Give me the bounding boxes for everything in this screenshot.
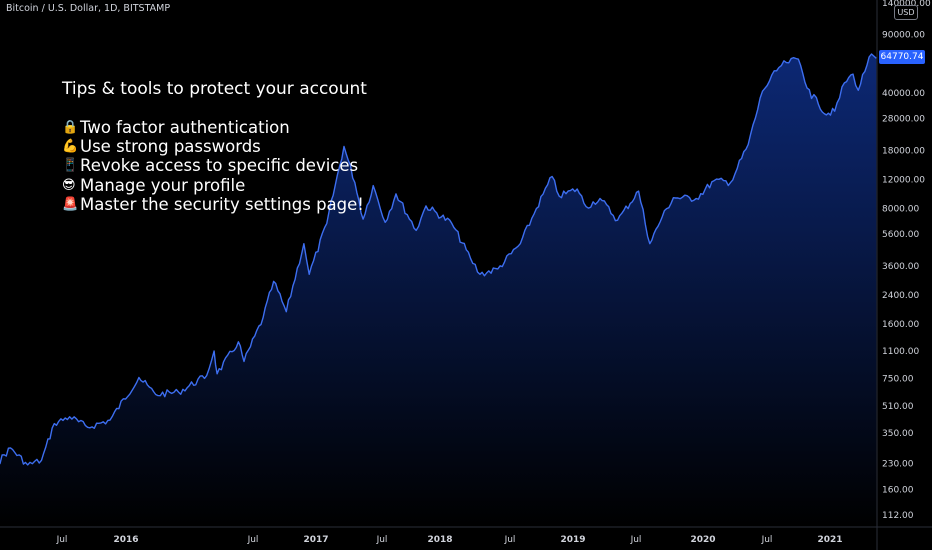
price-tick-label: 90000.00: [882, 31, 925, 41]
time-tick-label: 2017: [303, 535, 328, 545]
price-tick-label: 1100.00: [882, 347, 919, 357]
price-tick-label: 12000.00: [882, 175, 925, 185]
currency-button[interactable]: USD: [894, 5, 918, 20]
price-line: [0, 53, 877, 466]
price-area-fill: [0, 54, 877, 527]
security-tips-overlay: Tips & tools to protect your account 🔒 T…: [62, 78, 367, 214]
price-tick-label: 510.00: [882, 402, 914, 412]
price-tick-label: 2400.00: [882, 291, 919, 301]
time-tick-label: Jul: [630, 535, 642, 545]
time-tick-label: Jul: [56, 535, 68, 545]
tip-text: Use strong passwords: [80, 137, 261, 157]
tip-revoke-devices: 📱 Revoke access to specific devices: [62, 156, 367, 175]
symbol-title[interactable]: Bitcoin / U.S. Dollar, 1D, BITSTAMP: [6, 3, 171, 14]
price-tick-label: 140000.00: [882, 0, 931, 9]
price-tick-label: 5600.00: [882, 230, 919, 240]
time-tick-label: Jul: [247, 535, 259, 545]
tip-text: Two factor authentication: [80, 118, 290, 137]
price-tick-label: 18000.00: [882, 146, 925, 156]
price-axis[interactable]: 140000.00 90000.00 40000.00 28000.00 18000.0…: [882, 0, 931, 521]
time-tick-label: 2021: [817, 535, 842, 545]
tip-manage-profile: 😎 Manage your profile: [62, 176, 367, 195]
price-tick-label: 350.00: [882, 429, 914, 439]
sunglasses-face-icon: 😎: [62, 177, 76, 193]
price-tick-label: 230.00: [882, 459, 914, 469]
time-axis[interactable]: Jul 2016 Jul 2017 Jul 2018 Jul 2019 Jul 2020 Jul 20…: [56, 535, 843, 545]
price-tick-label: 750.00: [882, 374, 914, 384]
price-tick-label: 8000.00: [882, 205, 919, 215]
flexed-bicep-icon: 💪: [62, 139, 79, 155]
siren-icon: 🚨: [62, 196, 79, 212]
price-tick-label: 160.00: [882, 485, 914, 495]
mobile-phone-icon: 📱: [62, 158, 79, 174]
tip-text: Revoke access to specific devices: [80, 156, 359, 176]
time-tick-label: Jul: [504, 535, 516, 545]
tip-text: Master the security settings page!: [80, 194, 364, 214]
tip-strong-passwords: 💪 Use strong passwords: [62, 137, 367, 156]
time-tick-label: 2019: [560, 535, 585, 545]
time-tick-label: 2018: [427, 535, 452, 545]
tip-two-factor: 🔒 Two factor authentication: [62, 118, 367, 137]
time-tick-label: Jul: [376, 535, 388, 545]
lock-icon: 🔒: [62, 120, 79, 135]
price-tick-label: 1600.00: [882, 320, 919, 330]
tip-security-settings: 🚨 Master the security settings page!: [62, 195, 367, 214]
time-tick-label: 2020: [690, 535, 715, 545]
price-tick-label: 112.00: [882, 511, 914, 521]
price-tick-label: 28000.00: [882, 115, 925, 125]
time-tick-label: 2016: [113, 535, 138, 545]
time-tick-label: Jul: [761, 535, 773, 545]
price-tick-label: 3600.00: [882, 262, 919, 272]
last-price-label: 64770.74: [879, 50, 925, 64]
overlay-title: Tips & tools to protect your account: [62, 79, 367, 99]
tip-text: Manage your profile: [80, 175, 246, 195]
price-tick-label: 40000.00: [882, 89, 925, 99]
